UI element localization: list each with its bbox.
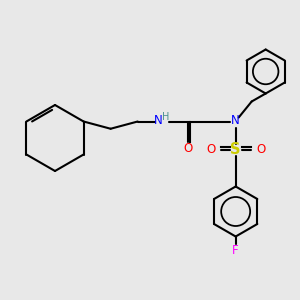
Text: S: S bbox=[230, 142, 241, 157]
Text: N: N bbox=[231, 114, 240, 127]
Text: O: O bbox=[206, 143, 215, 156]
Text: F: F bbox=[232, 244, 239, 257]
Text: O: O bbox=[256, 143, 265, 156]
Text: O: O bbox=[183, 142, 192, 155]
Text: N: N bbox=[154, 114, 163, 127]
Text: H: H bbox=[162, 112, 169, 122]
